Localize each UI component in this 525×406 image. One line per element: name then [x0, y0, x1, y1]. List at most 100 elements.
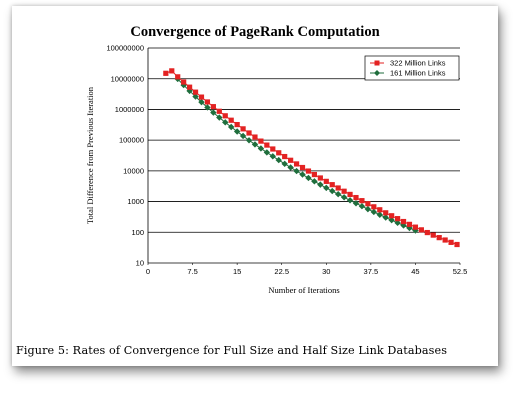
data-point — [383, 210, 389, 216]
x-tick-label: 7.5 — [187, 267, 197, 276]
data-point — [192, 93, 199, 100]
data-point — [228, 123, 235, 131]
data-point — [389, 213, 395, 219]
x-tick-label: 0 — [146, 267, 150, 276]
data-point — [270, 146, 276, 152]
data-point — [448, 239, 454, 245]
data-point — [311, 171, 317, 178]
data-point — [317, 181, 324, 188]
data-point — [400, 218, 407, 225]
grid-lines — [148, 47, 460, 233]
data-point — [263, 149, 271, 156]
series-1 — [174, 75, 419, 234]
data-point — [341, 188, 347, 194]
data-point — [204, 104, 211, 111]
data-point — [329, 182, 335, 188]
data-point — [418, 227, 424, 233]
data-point — [454, 241, 460, 248]
series-0 — [163, 68, 460, 248]
data-point — [222, 113, 228, 119]
data-point — [371, 204, 377, 210]
y-tick-label: 10000 — [123, 166, 144, 175]
data-point — [323, 184, 330, 192]
x-tick-label: 15 — [233, 267, 241, 276]
data-point — [257, 145, 265, 152]
chart-title: Convergence of PageRank Computation — [130, 24, 380, 40]
data-point — [311, 178, 318, 185]
data-point — [175, 74, 181, 80]
y-tick-label: 100000000 — [106, 44, 144, 53]
data-point — [406, 221, 413, 227]
y-tick-label: 10 — [136, 259, 144, 268]
data-point — [412, 224, 419, 230]
data-point — [377, 207, 383, 213]
data-point — [442, 237, 448, 243]
legend: 322 Million Links 161 Million Links — [364, 55, 460, 81]
plot-axes — [147, 48, 461, 265]
data-point — [376, 211, 383, 218]
data-point — [430, 232, 436, 238]
y-tick-label: 1000000 — [115, 105, 144, 114]
data-point — [264, 142, 270, 148]
data-point — [216, 114, 223, 121]
data-point — [323, 178, 329, 184]
y-tick-label: 100000 — [119, 136, 144, 145]
figure-caption: Figure 5: Rates of Convergence for Full … — [16, 344, 448, 357]
data-point — [228, 117, 234, 123]
data-point — [334, 190, 342, 198]
data-point — [287, 164, 294, 171]
data-point — [288, 157, 294, 163]
data-point — [234, 121, 240, 128]
data-point — [169, 68, 175, 74]
data-point — [204, 99, 211, 105]
x-tick-label: 45 — [411, 267, 419, 276]
data-point — [365, 201, 371, 207]
data-point — [353, 194, 359, 201]
data-point — [187, 84, 193, 90]
data-point — [335, 185, 341, 191]
data-point — [252, 134, 258, 140]
x-tick-labels: 0 7.5 15 22.5 30 37.5 45 52.5 — [146, 267, 467, 276]
data-point — [364, 205, 372, 213]
legend-box — [364, 55, 460, 81]
data-point — [293, 167, 300, 175]
data-point — [299, 164, 306, 171]
data-point — [269, 153, 276, 160]
data-point — [346, 197, 354, 204]
series-line — [165, 70, 458, 245]
x-tick-label: 30 — [322, 267, 330, 276]
data-point — [210, 104, 216, 110]
data-point — [293, 161, 300, 167]
data-point — [181, 79, 187, 85]
data-point — [246, 130, 252, 136]
data-point — [370, 208, 378, 216]
data-point — [275, 156, 282, 164]
data-point — [276, 150, 282, 156]
y-tick-label: 100 — [131, 228, 144, 237]
x-tick-label: 37.5 — [364, 267, 379, 276]
y-axis-title: Total Difference from Previous Iteration — [85, 86, 95, 224]
data-point — [281, 160, 288, 168]
data-point — [317, 175, 323, 181]
legend-label-161m: 161 Million Links — [390, 69, 446, 78]
data-point — [305, 168, 312, 174]
series-markers — [163, 68, 460, 248]
data-point — [347, 191, 353, 198]
data-point — [352, 200, 360, 207]
data-point — [239, 132, 247, 140]
y-tick-labels: 10 100 1000 10000 100000 1000000 10000000 10000… — [106, 44, 144, 268]
data-point — [299, 171, 306, 178]
x-axis-title: Number of Iterations — [268, 285, 339, 295]
x-tick-label: 52.5 — [453, 267, 468, 276]
data-point — [388, 216, 395, 224]
data-point — [251, 141, 259, 148]
legend-marker-322m — [374, 60, 380, 66]
legend-label-322m: 322 Million Links — [390, 59, 446, 68]
y-tick-label: 10000000 — [111, 74, 144, 83]
data-point — [424, 229, 430, 236]
y-tick-label: 1000 — [127, 197, 144, 206]
data-point — [233, 128, 241, 135]
data-point — [245, 137, 253, 144]
data-point — [192, 89, 199, 95]
